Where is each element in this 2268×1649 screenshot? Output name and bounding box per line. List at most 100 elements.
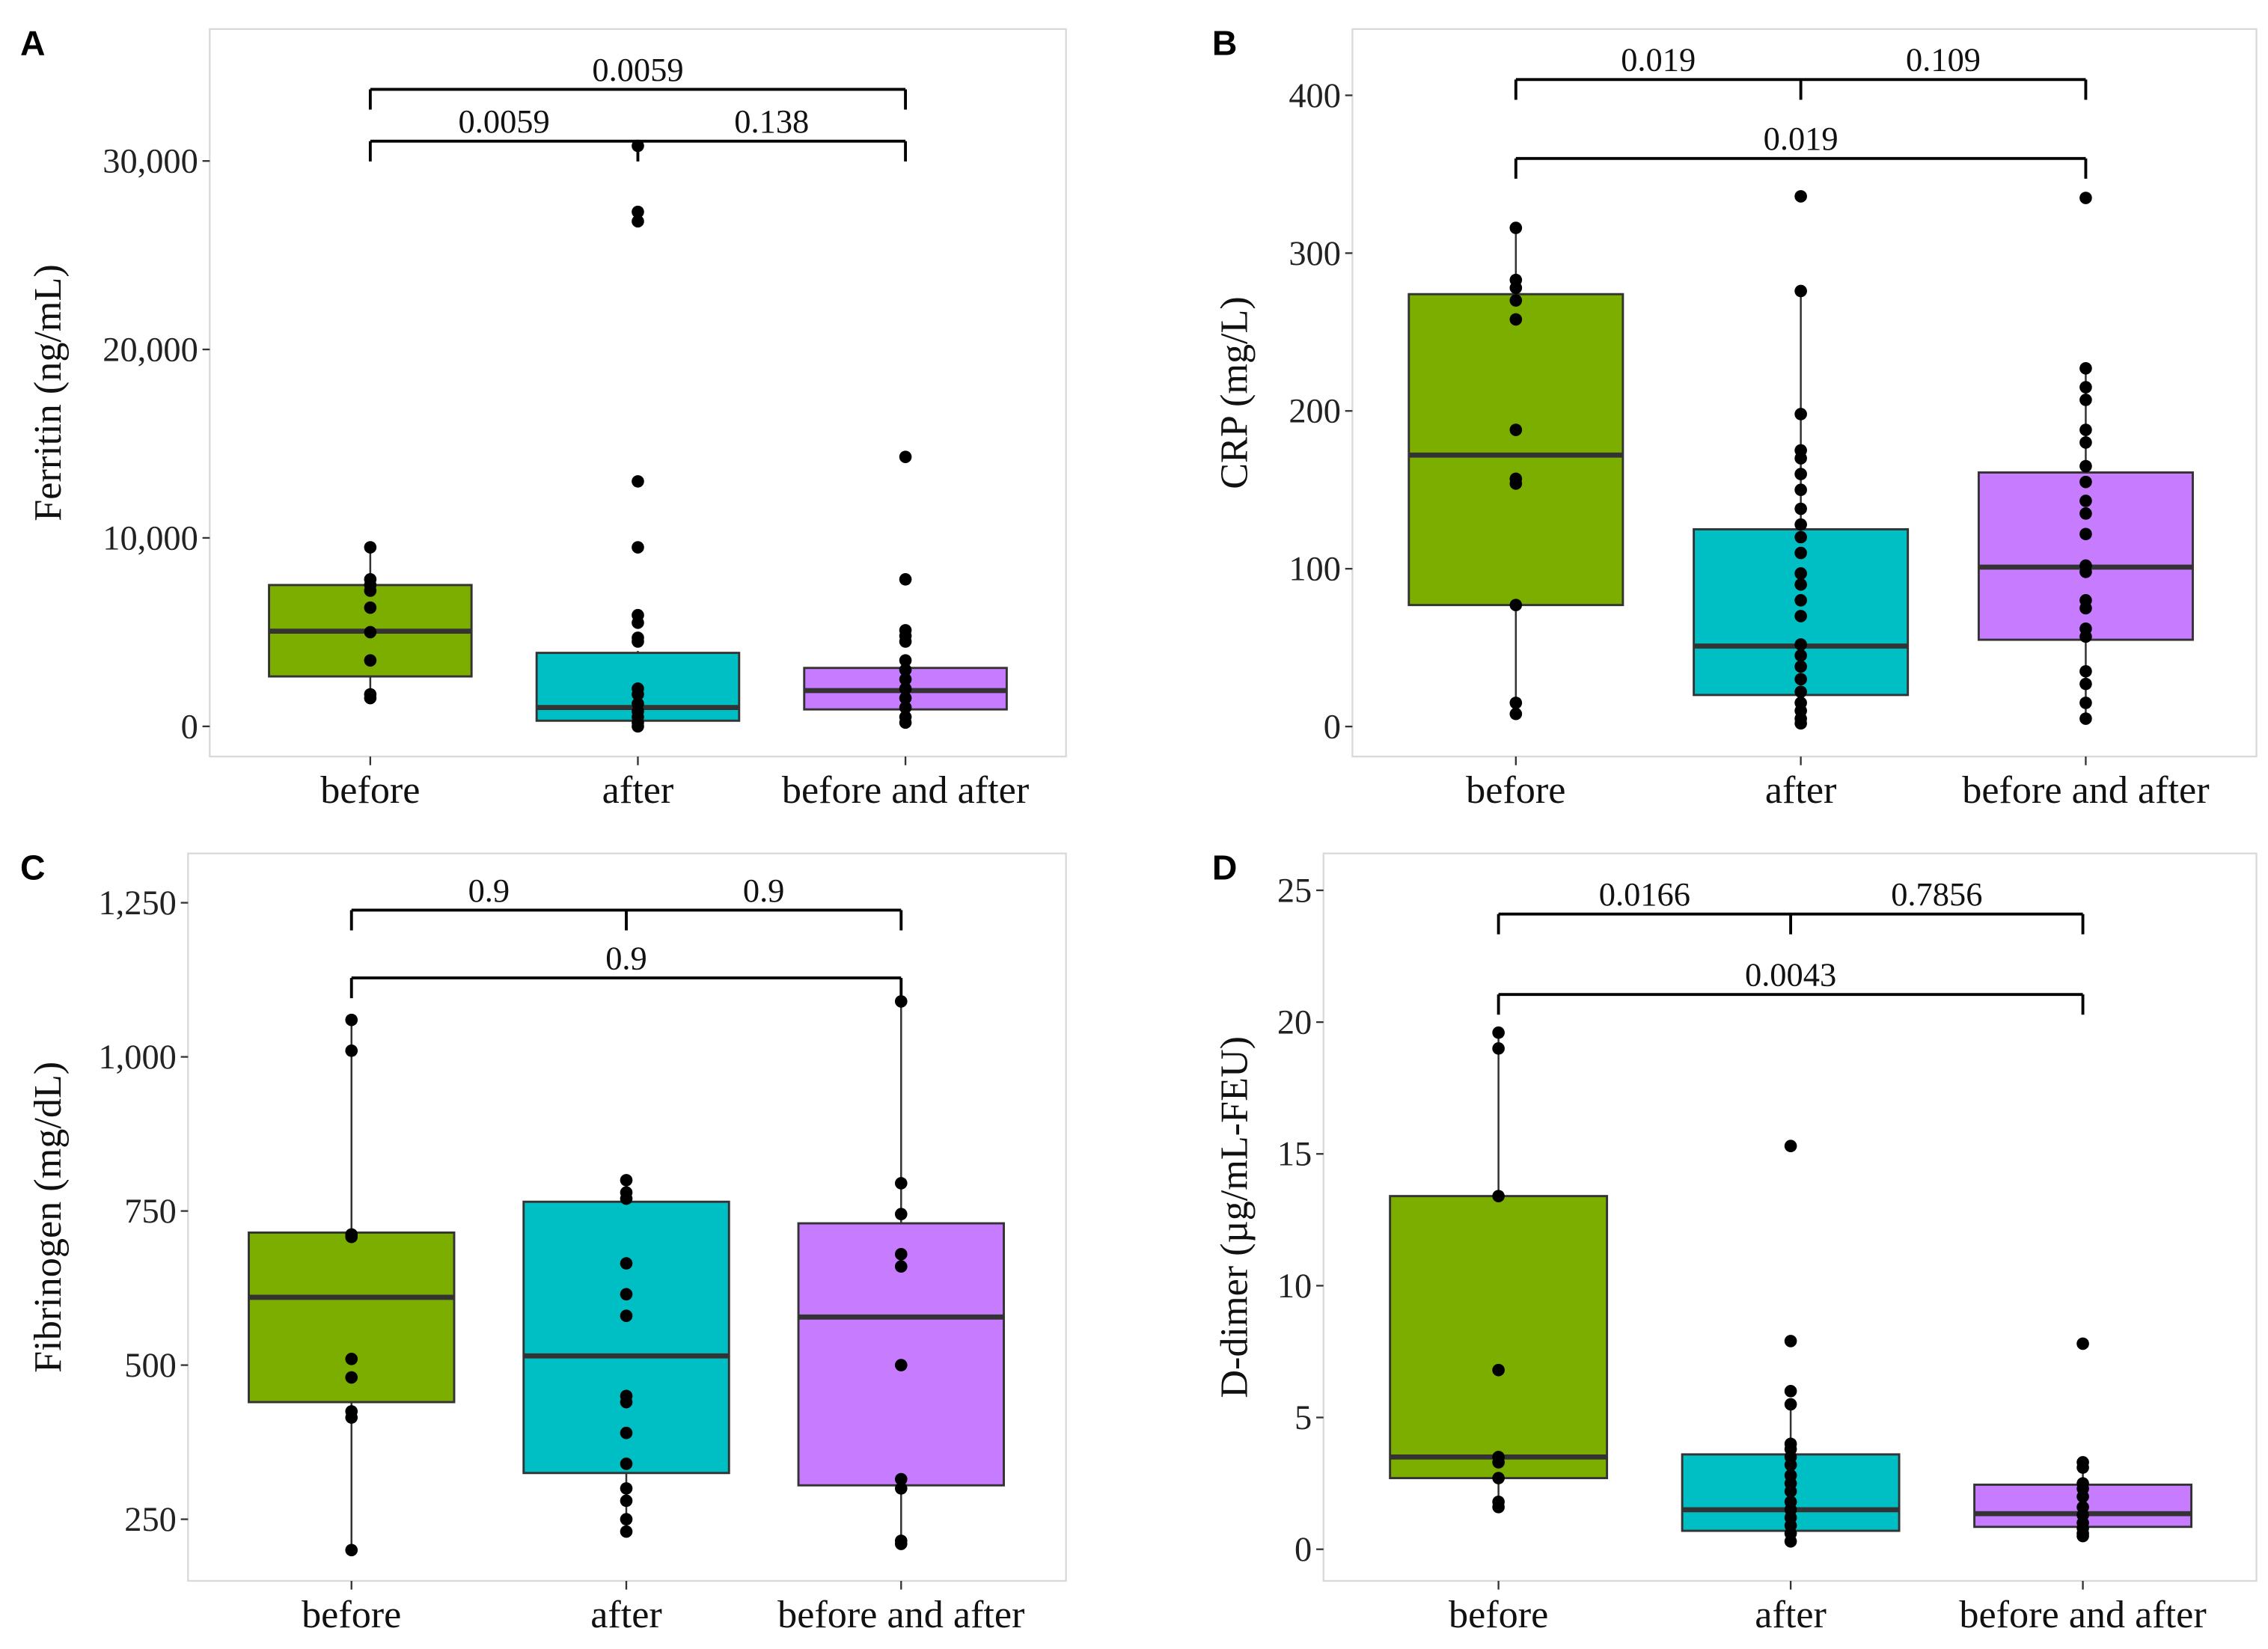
data-point (899, 716, 912, 729)
data-point (2079, 527, 2092, 541)
panel-letter: A (20, 24, 46, 63)
data-point (2076, 1337, 2089, 1350)
significance-bracket: 0.0059 (368, 51, 908, 110)
data-point (1794, 518, 1807, 531)
data-point (899, 663, 912, 676)
y-tick-label: 20,000 (103, 331, 198, 370)
y-tick-label: 250 (124, 1501, 177, 1539)
data-point (899, 573, 912, 586)
data-point (1794, 408, 1807, 420)
data-point (2079, 459, 2092, 473)
p-value-label: 0.019 (1764, 120, 1838, 157)
box-before (248, 1013, 456, 1557)
p-value-label: 0.9 (743, 872, 785, 909)
data-point (2079, 602, 2092, 615)
data-point (364, 584, 377, 597)
significance-bracket: 0.0166 0.7856 (1497, 875, 2085, 934)
p-value-label: 0.109 (1906, 41, 1981, 79)
data-point (894, 1260, 908, 1273)
y-tick-label: 5 (1295, 1399, 1312, 1437)
y-tick-label: 100 (1289, 551, 1341, 589)
significance-bracket: 0.0043 (1497, 956, 2085, 1015)
data-point (1784, 1398, 1797, 1411)
data-point (2079, 394, 2092, 406)
data-point (620, 1174, 633, 1187)
x-tick-label: before and after (782, 768, 1029, 812)
significance-bracket: 0.9 0.9 (349, 872, 903, 931)
data-point (620, 1426, 633, 1440)
data-point (2079, 712, 2092, 725)
data-point (364, 541, 377, 554)
data-point (364, 654, 377, 667)
data-point (2079, 381, 2092, 394)
box-before (268, 541, 473, 705)
data-point (2079, 475, 2092, 489)
data-point (894, 1177, 908, 1190)
significance-bracket: 0.019 0.109 (1514, 41, 2088, 100)
data-point (2076, 1529, 2089, 1543)
x-tick-label: before (1466, 768, 1565, 812)
data-point (620, 1192, 633, 1205)
data-point (894, 1208, 908, 1221)
data-point (894, 1359, 908, 1371)
data-point (2079, 361, 2092, 375)
data-point (364, 625, 377, 639)
data-point (894, 1482, 908, 1495)
p-value-label: 0.9 (605, 940, 647, 977)
x-tick-label: before and after (1962, 768, 2209, 812)
data-point (364, 691, 377, 705)
y-tick-label: 30,000 (103, 143, 198, 181)
box-after (522, 1174, 730, 1538)
box-after (535, 139, 741, 733)
p-value-label: 0.9 (468, 872, 510, 909)
data-point (1794, 594, 1807, 607)
y-axis-label: Ferritin (ng/mL) (26, 264, 70, 521)
y-axis-label: Fibrinogen (mg/dL) (26, 1062, 70, 1373)
data-point (1492, 1501, 1505, 1514)
data-point (345, 1371, 358, 1384)
data-point (632, 688, 644, 701)
panel-A: A 0 10,000 20,000 30,000 Ferritin (ng/mL) befo… (20, 24, 1067, 812)
data-point (1784, 1335, 1797, 1347)
data-point (632, 205, 644, 218)
data-point (899, 691, 912, 705)
p-value-label: 0.7856 (1891, 875, 1982, 913)
data-point (1509, 707, 1523, 721)
data-point (894, 995, 908, 1008)
p-value-label: 0.0059 (459, 103, 550, 140)
data-point (899, 654, 912, 667)
significance-bracket: 0.0059 0.138 (368, 103, 908, 162)
data-point (1794, 685, 1807, 698)
y-tick-label: 300 (1289, 235, 1341, 273)
panel-B: B 0 100 200 300 400 CRP (mg/L) before after befor… (1212, 24, 2258, 812)
data-point (1492, 1026, 1505, 1039)
data-point (1492, 1042, 1505, 1055)
data-point (1492, 1190, 1505, 1202)
p-value-label: 0.0059 (592, 51, 683, 88)
panel-letter: D (1212, 848, 1238, 887)
data-point (1794, 638, 1807, 651)
data-point (894, 1247, 908, 1261)
data-point (899, 682, 912, 695)
box-before-and-after (1977, 192, 2194, 725)
data-point (899, 673, 912, 686)
y-tick-label: 400 (1289, 77, 1341, 115)
significance-bracket: 0.019 (1514, 120, 2088, 179)
y-tick-label: 1,250 (98, 884, 176, 923)
data-point (2079, 495, 2092, 507)
y-tick-label: 200 (1289, 393, 1341, 431)
data-point (1794, 567, 1807, 580)
data-point (1509, 477, 1523, 490)
data-point (1784, 1139, 1797, 1153)
data-point (2079, 436, 2092, 449)
data-point (2079, 630, 2092, 643)
data-point (620, 1494, 633, 1508)
significance-bracket: 0.9 (349, 940, 903, 999)
data-point (1492, 1363, 1505, 1377)
y-tick-label: 0 (181, 708, 198, 746)
data-point (345, 1544, 358, 1557)
data-point (899, 450, 912, 463)
y-axis-label: D-dimer (µg/mL-FEU) (1212, 1036, 1256, 1398)
data-point (1492, 1472, 1505, 1484)
x-tick-label: before (302, 1593, 401, 1636)
